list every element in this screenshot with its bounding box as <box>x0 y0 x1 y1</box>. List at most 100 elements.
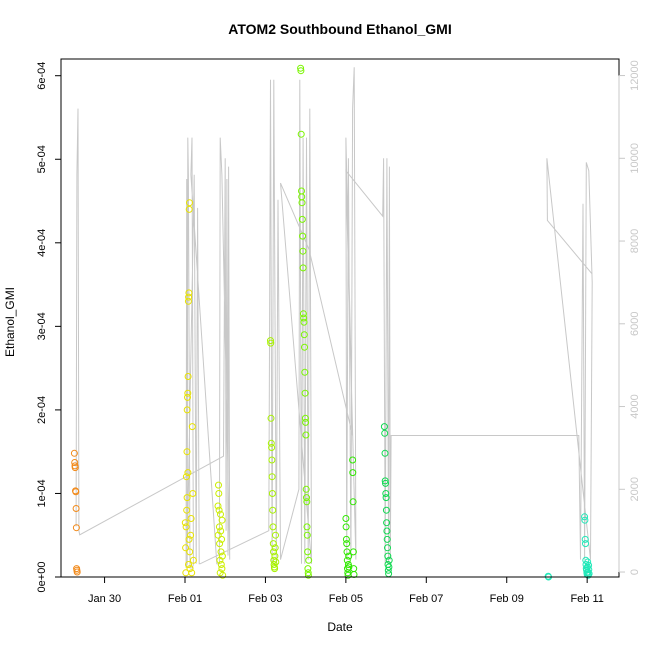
data-point <box>585 561 593 569</box>
data-point <box>342 535 350 543</box>
data-point <box>298 215 306 223</box>
data-point <box>268 490 276 497</box>
data-point <box>267 339 275 347</box>
series-7 <box>544 513 593 581</box>
series-4 <box>297 64 313 579</box>
x-tick-label: Jan 30 <box>88 593 121 605</box>
data-point <box>342 515 350 522</box>
y2-tick-label: 12000 <box>629 60 641 91</box>
data-point <box>218 516 226 524</box>
data-point <box>301 389 309 397</box>
data-point <box>217 548 225 556</box>
data-point <box>299 232 307 240</box>
data-point <box>344 561 352 568</box>
data-point <box>185 535 193 543</box>
data-point <box>349 498 357 506</box>
y2-tick-label: 10000 <box>629 143 641 174</box>
data-point <box>298 199 306 207</box>
data-point <box>297 67 305 75</box>
data-point <box>268 444 276 451</box>
data-point <box>214 502 222 510</box>
data-point <box>187 515 195 522</box>
data-point <box>269 523 277 531</box>
data-point <box>188 569 196 577</box>
data-point <box>72 524 80 532</box>
data-point <box>300 331 308 339</box>
data-point <box>184 373 192 380</box>
y2-tick-label: 4000 <box>629 394 641 418</box>
data-point <box>383 535 391 543</box>
data-point <box>189 490 197 497</box>
data-point <box>272 558 280 566</box>
data-point <box>302 431 310 439</box>
data-point <box>297 130 305 138</box>
y2-tick-label: 8000 <box>629 229 641 253</box>
data-point <box>184 469 192 477</box>
data-point <box>345 552 353 560</box>
data-point <box>187 531 195 539</box>
x-tick-label: Feb 05 <box>329 593 363 605</box>
data-point <box>304 571 312 579</box>
data-point <box>581 513 589 521</box>
data-point <box>183 506 191 514</box>
data-point <box>72 505 80 512</box>
data-point <box>302 418 310 426</box>
series-5 <box>342 456 358 579</box>
data-point <box>183 494 191 502</box>
data-point <box>71 459 79 466</box>
data-point <box>72 488 80 496</box>
data-point <box>216 540 224 548</box>
data-point <box>303 498 311 506</box>
data-point <box>271 544 279 552</box>
data-point <box>214 531 222 539</box>
data-point <box>382 479 389 487</box>
data-point <box>185 289 193 297</box>
data-point <box>268 473 276 481</box>
data-point <box>70 449 78 457</box>
data-point <box>269 540 277 548</box>
y2-tick-label: 6000 <box>629 312 641 336</box>
data-point <box>188 423 196 431</box>
altitude-trace-layer <box>75 67 593 569</box>
data-point <box>349 456 357 464</box>
data-point <box>186 199 193 207</box>
data-point <box>182 473 190 481</box>
data-point <box>182 523 190 531</box>
data-point <box>184 393 191 401</box>
data-point <box>381 477 389 485</box>
data-point <box>584 558 592 566</box>
data-point <box>218 535 226 543</box>
series-6 <box>380 423 393 578</box>
data-point <box>183 448 191 456</box>
points-layer <box>70 64 593 581</box>
data-point <box>272 531 279 539</box>
data-point <box>217 561 225 568</box>
data-point <box>218 565 226 573</box>
data-point <box>380 423 388 431</box>
data-point <box>581 516 589 524</box>
series-0 <box>70 449 81 576</box>
data-point <box>349 469 357 477</box>
data-point <box>302 485 310 493</box>
data-point <box>345 563 353 571</box>
data-point <box>301 343 308 351</box>
data-point <box>343 540 351 548</box>
data-point <box>215 523 223 531</box>
data-point <box>382 494 390 502</box>
data-point <box>300 318 308 326</box>
axes-layer: Jan 30 Feb 01 Feb 03 Feb 05 Feb 07 Feb 09 Feb … <box>36 60 641 605</box>
data-point <box>73 568 81 576</box>
x-tick-label: Feb 11 <box>570 593 603 605</box>
data-point <box>384 552 392 560</box>
data-point <box>342 523 350 531</box>
data-point <box>183 406 191 414</box>
data-point <box>71 464 79 472</box>
data-point <box>382 506 390 514</box>
y-tick-label: 6e-04 <box>36 62 48 90</box>
data-point <box>267 439 275 447</box>
chart-title: ATOM2 Southbound Ethanol_GMI <box>228 21 451 37</box>
data-point <box>182 544 190 552</box>
data-point <box>189 556 197 564</box>
data-point <box>349 548 357 556</box>
